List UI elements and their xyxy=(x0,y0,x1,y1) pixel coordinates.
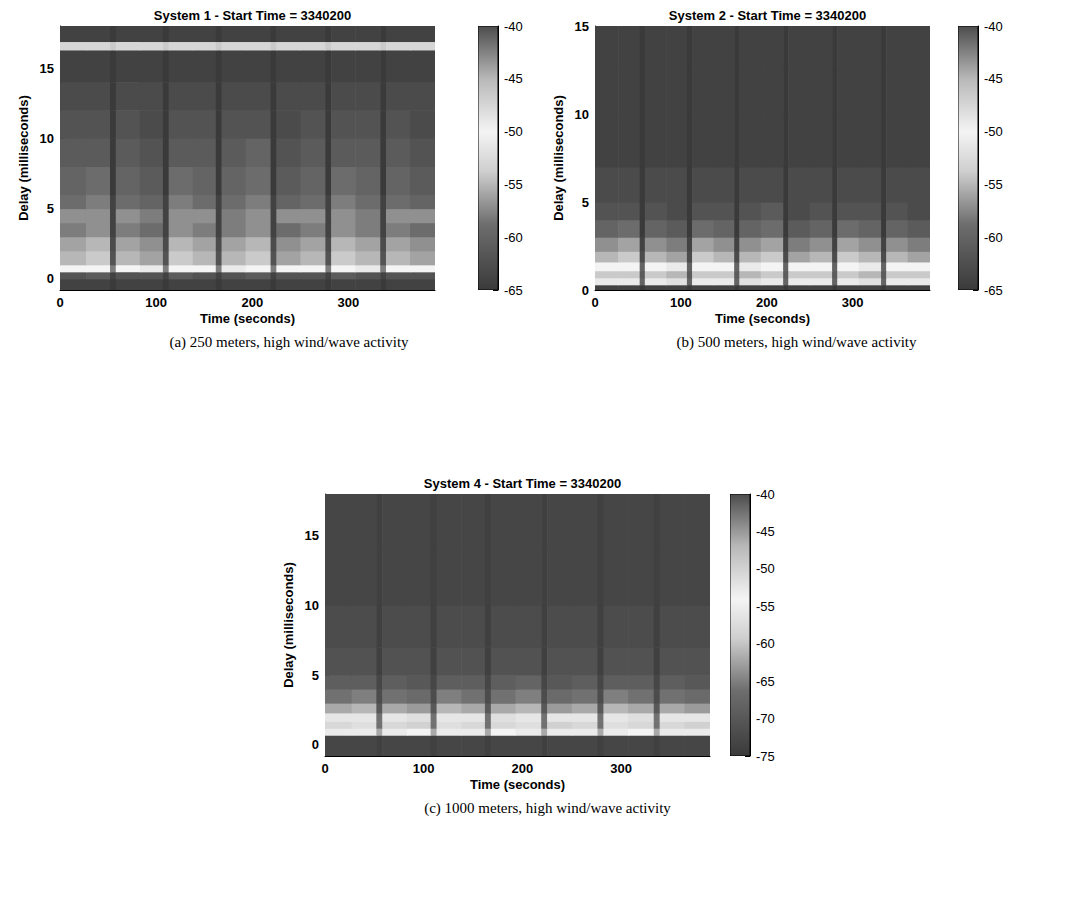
svg-text:15: 15 xyxy=(305,528,319,543)
svg-text:200: 200 xyxy=(241,295,263,310)
svg-text:100: 100 xyxy=(413,761,435,776)
svg-text:-75: -75 xyxy=(756,749,775,764)
svg-text:15: 15 xyxy=(575,19,589,34)
svg-text:(b) 500 meters, high wind/wave: (b) 500 meters, high wind/wave activity xyxy=(677,334,917,351)
svg-text:0: 0 xyxy=(591,295,598,310)
svg-text:-45: -45 xyxy=(756,524,775,539)
svg-text:(a) 250 meters, high wind/wave: (a) 250 meters, high wind/wave activity xyxy=(169,334,409,351)
svg-text:0: 0 xyxy=(582,283,589,298)
svg-text:-55: -55 xyxy=(504,177,523,192)
svg-text:-60: -60 xyxy=(756,636,775,651)
svg-text:-70: -70 xyxy=(756,711,775,726)
svg-text:-60: -60 xyxy=(984,230,1003,245)
svg-text:0: 0 xyxy=(312,737,319,752)
svg-text:-65: -65 xyxy=(984,283,1003,298)
svg-text:5: 5 xyxy=(582,195,589,210)
svg-text:300: 300 xyxy=(842,295,864,310)
svg-text:System 2 - Start Time = 334020: System 2 - Start Time = 3340200 xyxy=(669,8,866,23)
svg-text:15: 15 xyxy=(40,61,54,76)
svg-text:-65: -65 xyxy=(504,283,523,298)
svg-text:100: 100 xyxy=(145,295,167,310)
svg-text:0: 0 xyxy=(321,761,328,776)
svg-text:-50: -50 xyxy=(984,124,1003,139)
svg-text:-60: -60 xyxy=(504,230,523,245)
svg-text:Time (seconds): Time (seconds) xyxy=(200,311,295,326)
svg-text:Time (seconds): Time (seconds) xyxy=(715,311,810,326)
svg-text:300: 300 xyxy=(610,761,632,776)
svg-text:-40: -40 xyxy=(756,487,775,502)
svg-text:-50: -50 xyxy=(756,561,775,576)
svg-text:5: 5 xyxy=(312,668,319,683)
svg-text:-65: -65 xyxy=(756,674,775,689)
svg-text:System 4 - Start Time = 334020: System 4 - Start Time = 3340200 xyxy=(424,476,621,491)
svg-text:300: 300 xyxy=(338,295,360,310)
svg-text:10: 10 xyxy=(575,107,589,122)
svg-text:-55: -55 xyxy=(984,177,1003,192)
svg-text:Time (seconds): Time (seconds) xyxy=(470,777,565,792)
svg-text:(c) 1000 meters, high wind/wav: (c) 1000 meters, high wind/wave activity xyxy=(424,800,671,817)
svg-text:System 1 - Start Time = 334020: System 1 - Start Time = 3340200 xyxy=(154,8,351,23)
svg-text:200: 200 xyxy=(512,761,534,776)
svg-text:Delay (milliseconds): Delay (milliseconds) xyxy=(16,95,31,221)
svg-text:Delay (milliseconds): Delay (milliseconds) xyxy=(281,562,296,688)
svg-text:-50: -50 xyxy=(504,124,523,139)
svg-text:10: 10 xyxy=(40,131,54,146)
svg-text:Delay (milliseconds): Delay (milliseconds) xyxy=(551,95,566,221)
svg-text:0: 0 xyxy=(47,271,54,286)
svg-text:-40: -40 xyxy=(504,19,523,34)
svg-text:0: 0 xyxy=(56,295,63,310)
svg-text:10: 10 xyxy=(305,598,319,613)
svg-text:5: 5 xyxy=(47,201,54,216)
svg-text:-45: -45 xyxy=(504,71,523,86)
svg-text:-55: -55 xyxy=(756,599,775,614)
svg-text:100: 100 xyxy=(670,295,692,310)
svg-text:-45: -45 xyxy=(984,71,1003,86)
svg-text:-40: -40 xyxy=(984,19,1003,34)
svg-text:200: 200 xyxy=(756,295,778,310)
